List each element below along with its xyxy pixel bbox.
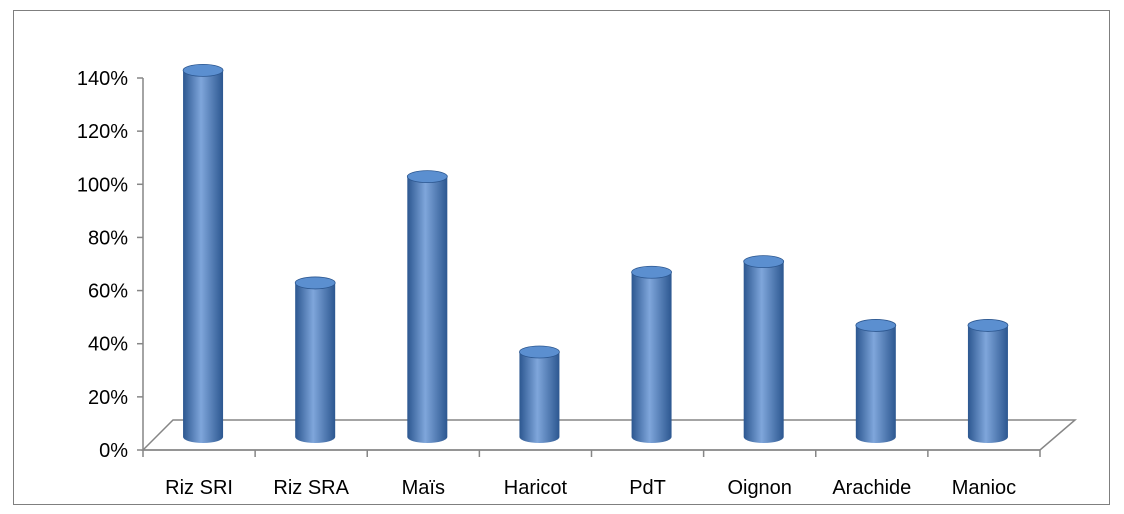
chart-floor	[141, 419, 1078, 451]
bar-top	[855, 319, 897, 332]
y-tick-label: 40%	[88, 334, 128, 356]
bar	[519, 345, 560, 443]
y-tick-label: 0%	[99, 440, 128, 462]
bar	[406, 170, 448, 443]
bar-top	[967, 319, 1009, 332]
x-tick-label: Maïs	[402, 477, 445, 499]
y-tick-label: 120%	[77, 121, 128, 143]
y-tick-label: 20%	[88, 387, 128, 409]
bar-body	[407, 176, 448, 443]
bar	[967, 319, 1009, 443]
bar-body	[967, 325, 1008, 443]
bar-body	[631, 272, 672, 443]
x-tick-label: Manioc	[952, 477, 1016, 499]
bar	[631, 265, 672, 443]
x-tick-label: Haricot	[504, 477, 568, 499]
x-tick-label: PdT	[629, 477, 666, 499]
x-tick-label: Oignon	[727, 477, 792, 499]
y-tick-label: 80%	[88, 227, 128, 249]
bar-body	[519, 352, 560, 443]
bar	[743, 255, 785, 443]
y-tick-label: 100%	[77, 174, 128, 196]
bar-top	[406, 170, 448, 184]
bar	[182, 63, 224, 443]
bar-body	[855, 325, 896, 443]
bar-top	[182, 63, 224, 77]
x-tick-label: Riz SRI	[165, 477, 233, 499]
bar-top	[631, 265, 672, 279]
y-tick-label: 140%	[77, 68, 128, 90]
bar-body	[295, 282, 336, 443]
x-tick-label: Riz SRA	[273, 477, 349, 499]
bar	[294, 276, 336, 443]
bar-top	[519, 345, 560, 359]
bar-body	[183, 70, 224, 443]
bar-body	[743, 261, 784, 443]
bar-top	[743, 255, 785, 269]
y-tick-label: 60%	[88, 281, 128, 303]
bar	[855, 319, 897, 443]
x-tick-label: Arachide	[832, 477, 911, 499]
bar-top	[294, 276, 336, 290]
